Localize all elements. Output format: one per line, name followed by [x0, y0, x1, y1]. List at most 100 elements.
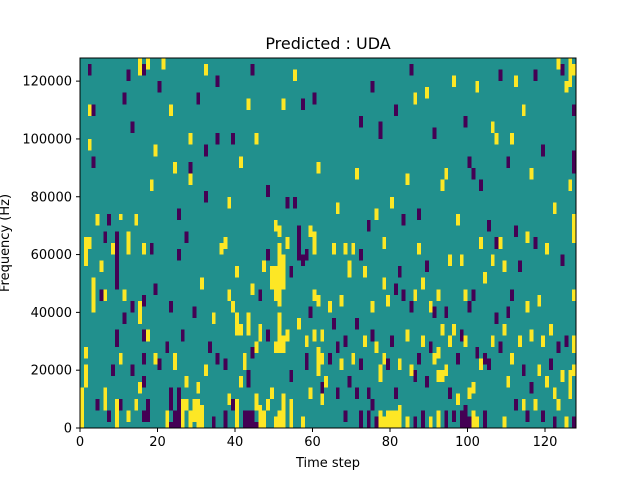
heatmap-cell-high	[537, 364, 542, 376]
heatmap-cell-low	[289, 370, 294, 382]
heatmap-cell-low	[126, 69, 131, 82]
heatmap-cell-high	[196, 399, 201, 428]
heatmap-cell-high	[533, 399, 538, 411]
heatmap-cell-high	[362, 266, 367, 278]
heatmap-cell-low	[514, 225, 518, 238]
heatmap-cell-high	[266, 399, 270, 411]
heatmap-cell-high	[153, 144, 158, 157]
heatmap-cell-high	[114, 410, 119, 428]
heatmap-cell-low	[142, 63, 146, 76]
heatmap-cell-low	[494, 312, 499, 324]
heatmap-cell-high	[254, 341, 259, 353]
x-tick-label: 0	[76, 435, 84, 450]
heatmap-cell-low	[297, 225, 301, 238]
heatmap-cell-high	[343, 243, 348, 255]
heatmap-cell-low	[250, 347, 255, 359]
heatmap-cell-high	[254, 393, 259, 411]
heatmap-cell-low	[370, 399, 375, 411]
heatmap-cell-low	[95, 399, 100, 411]
heatmap-cell-high	[258, 323, 263, 342]
heatmap-cell-high	[118, 214, 123, 220]
heatmap-cell-high	[572, 335, 576, 353]
heatmap-cell-high	[529, 329, 534, 342]
heatmap-cell-high	[421, 335, 425, 348]
heatmap-cell-high	[188, 133, 193, 145]
heatmap-cell-high	[235, 266, 239, 278]
heatmap-cell-high	[413, 289, 418, 301]
heatmap-cell-high	[335, 202, 340, 215]
heatmap-cell-high	[223, 237, 228, 249]
heatmap-cell-high	[386, 295, 390, 307]
x-tick-label: 100	[455, 435, 480, 450]
heatmap-cell-low	[300, 254, 305, 267]
heatmap-cell-high	[444, 364, 449, 376]
heatmap-cell-high	[374, 341, 379, 353]
heatmap-cell-low	[142, 375, 146, 388]
heatmap-cell-high	[556, 399, 561, 411]
heatmap-cell-high	[200, 404, 204, 428]
heatmap-cell-high	[277, 225, 282, 238]
heatmap-cell-low	[211, 416, 216, 428]
heatmap-cell-high	[316, 162, 321, 174]
heatmap-cell-high	[374, 208, 379, 220]
heatmap-cell-low	[572, 104, 576, 116]
heatmap-cell-high	[521, 399, 526, 411]
heatmap-cell-high	[281, 98, 286, 111]
heatmap-cell-low	[142, 410, 146, 423]
heatmap-cell-high	[506, 375, 511, 388]
heatmap-cell-low	[312, 92, 317, 105]
heatmap-cell-low	[393, 387, 398, 400]
heatmap-cell-high	[483, 271, 487, 284]
heatmap-cell-high	[440, 179, 445, 191]
heatmap-cell-low	[176, 208, 181, 220]
heatmap-cell-high	[324, 375, 328, 388]
heatmap-cell-high	[87, 104, 92, 116]
heatmap-cell-high	[521, 104, 526, 116]
heatmap-cell-high	[153, 352, 158, 365]
heatmap-cell-high	[277, 312, 282, 353]
heatmap-cell-high	[529, 167, 534, 180]
heatmap-cell-low	[184, 231, 189, 243]
heatmap-cell-low	[188, 162, 193, 174]
heatmap-cell-high	[83, 237, 88, 267]
y-axis-title: Frequency (Hz)	[0, 194, 13, 292]
heatmap-cell-high	[269, 266, 274, 290]
heatmap-cell-high	[138, 300, 142, 324]
heatmap-cell-high	[138, 381, 142, 394]
heatmap-cell-high	[436, 289, 441, 301]
x-axis-title: Time step	[295, 456, 360, 471]
heatmap-cell-high	[370, 300, 375, 313]
heatmap-cell-low	[444, 410, 449, 428]
heatmap-cell-high	[568, 58, 573, 87]
heatmap-cell-high	[297, 318, 301, 330]
heatmap-cell-low	[393, 104, 398, 116]
heatmap-cell-low	[471, 167, 476, 180]
heatmap-cell-high	[281, 335, 286, 353]
y-tick-label: 100000	[22, 132, 72, 147]
heatmap-cell-low	[149, 243, 154, 255]
heatmap-cell-high	[362, 335, 367, 348]
heatmap-cell-low	[359, 248, 363, 261]
heatmap-cell-low	[142, 329, 146, 342]
heatmap-cell-low	[145, 399, 150, 423]
heatmap-cell-high	[471, 381, 476, 394]
heatmap-cell-low	[300, 98, 305, 111]
heatmap-cell-low	[374, 416, 379, 428]
heatmap-cell-low	[173, 410, 177, 428]
heatmap-cell-high	[556, 58, 561, 70]
heatmap-cell-low	[409, 300, 414, 313]
heatmap-cell-high	[180, 399, 185, 428]
heatmap-cell-low	[142, 295, 146, 307]
heatmap-cell-high	[475, 81, 480, 93]
heatmap-cell-high	[188, 410, 193, 428]
heatmap-cell-low	[130, 121, 135, 134]
heatmap-cell-low	[498, 69, 503, 82]
x-tick-label: 120	[533, 435, 558, 450]
heatmap-cell-low	[556, 341, 561, 353]
heatmap-cell-low	[432, 306, 437, 319]
heatmap-cell-low	[130, 364, 135, 376]
heatmap-cell-high	[494, 133, 499, 145]
heatmap-cell-low	[320, 381, 325, 394]
heatmap-cell-low	[359, 410, 363, 428]
heatmap-cell-low	[204, 190, 208, 203]
